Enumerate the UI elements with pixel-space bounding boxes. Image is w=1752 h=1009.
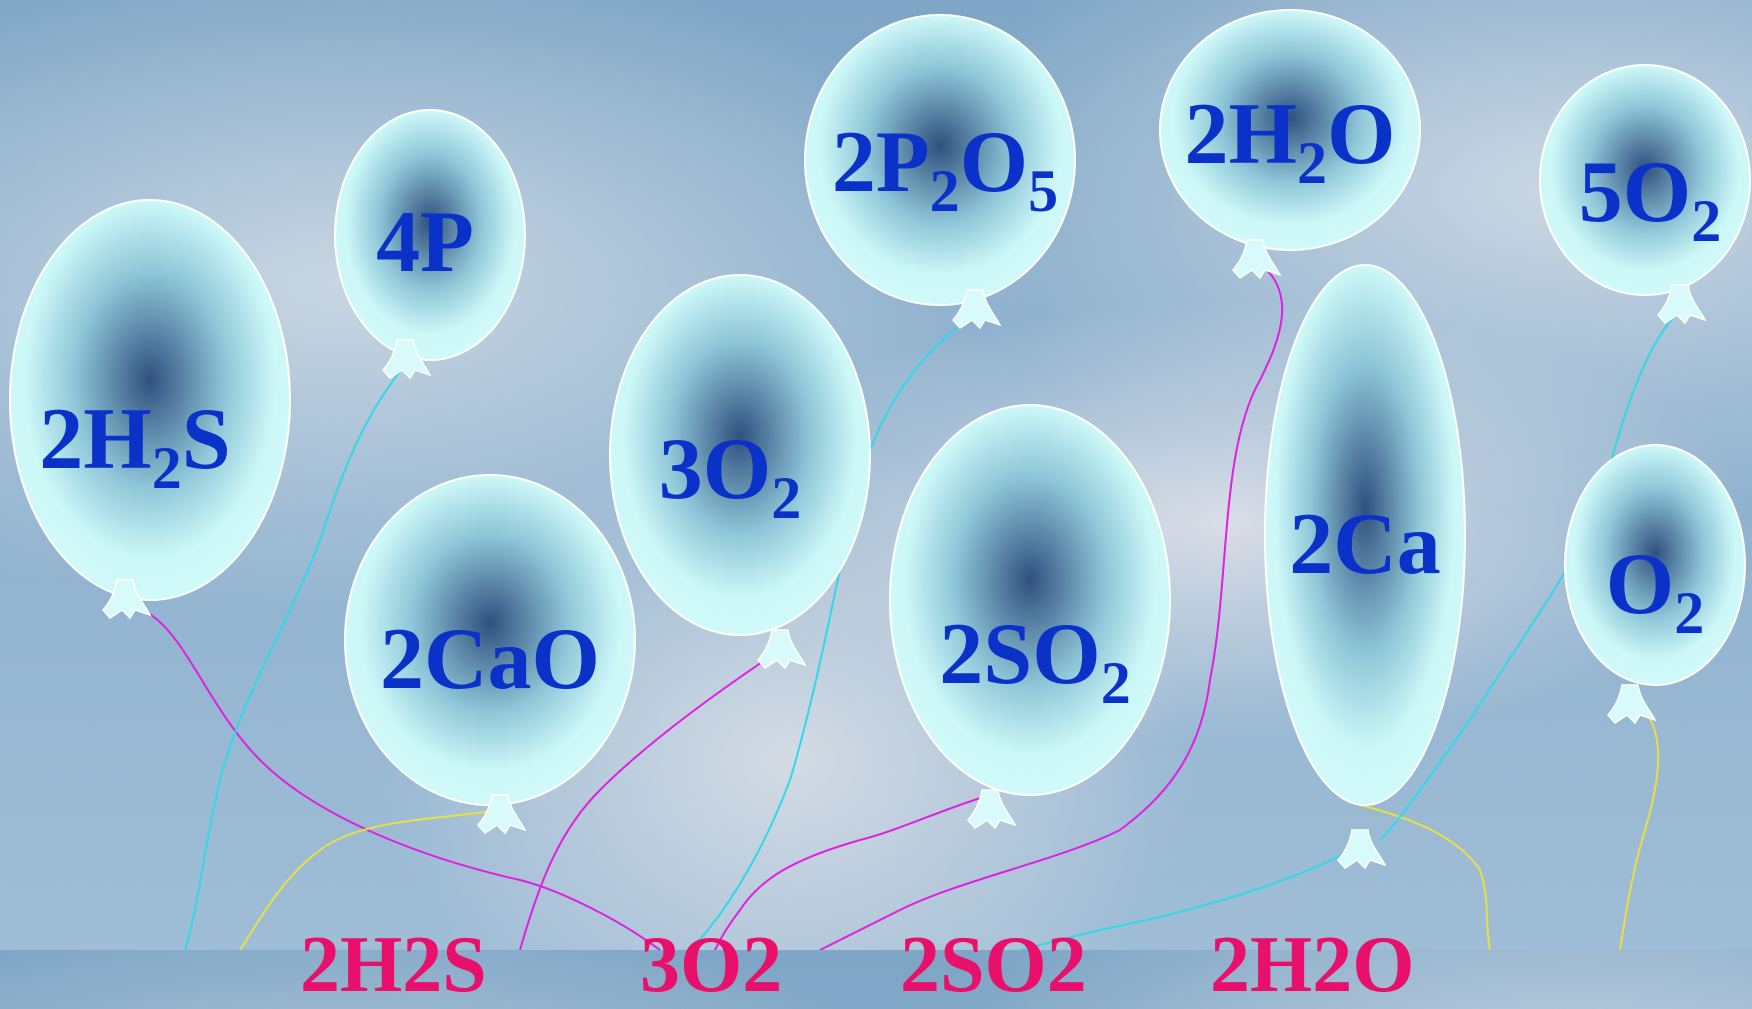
balloon-knot [1337,829,1387,870]
formula-subscript: 2 [151,435,182,501]
formula-text: 2P [831,114,930,211]
formula-subscript: 2 [1691,188,1722,254]
formula-subscript: 2 [1297,130,1327,196]
balloon-body [9,199,291,601]
balloon-body [1159,9,1421,251]
balloon-knot [102,579,152,620]
balloon-body [609,274,871,636]
balloon-string [184,364,406,950]
balloon-knot [952,289,1002,330]
balloon-body [1564,444,1746,686]
balloon-scene [9,9,1751,950]
balloon-knot [1607,684,1657,725]
balloon-4p [334,109,526,380]
balloon-formula-2h2s: 2H2S [39,396,230,499]
formula-text: 2CaO [380,611,600,708]
formula-text: O [959,114,1029,211]
balloon-2p2o5 [804,14,1076,330]
formula-text: 5O [1578,144,1692,241]
bottom-formula-h2s: 2H2S [300,921,487,1009]
bottom-formula-h2o: 2H2O [1210,921,1415,1009]
balloon-formula-2cao: 2CaO [380,616,600,704]
formula-subscript: 5 [1028,158,1059,224]
bottom-formula-so2: 2SO2 [900,921,1087,1009]
formula-text: O [1327,86,1396,183]
balloon-formula-5o2: 5O2 [1579,149,1721,252]
balloon-3o2 [609,274,871,670]
balloon-formula-2p2o5: 2P2O5 [832,119,1058,222]
balloon-2h2s [9,199,291,620]
balloon-knot [1657,284,1707,325]
balloon-formula-4p: 4P [376,199,474,287]
balloon-knot [967,789,1017,830]
balloon-formula-3o2: 3O2 [659,426,801,529]
balloon-knot [477,794,527,835]
balloon-formula-o2: O2 [1606,541,1704,644]
balloon-o2 [1564,444,1746,725]
formula-text: 2H [1184,86,1297,183]
formula-subscript: 2 [1674,580,1705,646]
balloon-string [714,794,991,950]
balloon-string [1619,699,1660,950]
balloon-body [804,14,1076,306]
balloon-string [689,314,976,950]
balloon-string [124,604,661,950]
formula-text: S [181,391,231,488]
balloon-knot [757,629,807,670]
formula-subscript: 2 [771,465,802,531]
balloon-string [239,809,501,950]
balloon-2ca [1264,264,1466,870]
formula-text: 4P [376,194,474,291]
formula-text: 2SO [939,606,1101,703]
balloon-formula-2h2o: 2H2O [1185,91,1396,194]
balloon-body [1264,264,1466,806]
balloon-5o2 [1539,64,1751,325]
balloon-string [1359,804,1491,950]
formula-text: 2H [39,391,152,488]
formula-subscript: 2 [1100,650,1131,716]
balloon-formula-2so2: 2SO2 [939,611,1130,714]
balloon-body [1539,64,1751,296]
balloon-2so2 [889,404,1171,830]
formula-text: O [1605,536,1675,633]
bottom-formula-o2: 3O2 [640,921,783,1009]
balloon-formula-2ca: 2Ca [1289,501,1441,589]
balloon-string [519,649,781,950]
formula-text: 3O [658,421,772,518]
balloon-string [1019,844,1361,950]
balloon-string [819,259,1284,950]
formula-text: 2Ca [1289,496,1441,593]
balloon-knot [1232,239,1282,280]
balloon-string [1379,309,1681,841]
balloon-2cao [344,474,636,835]
balloon-body [334,109,526,361]
balloon-2h2o [1159,9,1421,280]
balloon-body [889,404,1171,796]
formula-subscript: 2 [929,158,960,224]
balloon-knot [382,339,432,380]
